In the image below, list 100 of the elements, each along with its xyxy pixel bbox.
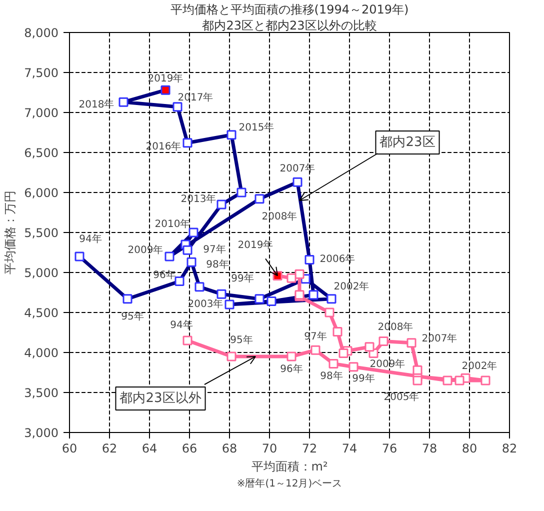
point bbox=[74, 252, 84, 262]
point bbox=[332, 326, 342, 336]
x-tick-label: 70 bbox=[262, 442, 278, 456]
annotation: 2005年 bbox=[384, 391, 420, 403]
point bbox=[194, 282, 204, 292]
annotation: 2008年 bbox=[262, 210, 298, 222]
point bbox=[160, 85, 170, 95]
annotation: 2013年 bbox=[180, 193, 216, 205]
point bbox=[406, 338, 416, 348]
y-tick-label: 5,000 bbox=[24, 266, 59, 280]
point bbox=[364, 342, 374, 352]
annotation: 99年 bbox=[352, 372, 375, 384]
annotation: 96年 bbox=[280, 363, 303, 375]
y-axis-title: 平均価格：万円 bbox=[3, 190, 18, 274]
x-tick-label: 74 bbox=[342, 442, 358, 456]
x-tick-label: 72 bbox=[302, 442, 318, 456]
point bbox=[412, 365, 422, 375]
annotation: 2009年 bbox=[128, 244, 164, 256]
annotation: 2002年 bbox=[462, 360, 498, 372]
point bbox=[182, 336, 192, 346]
point bbox=[378, 336, 388, 346]
point bbox=[338, 348, 348, 358]
y-tick-label: 6,500 bbox=[24, 146, 59, 160]
point bbox=[348, 362, 358, 372]
point bbox=[286, 352, 296, 362]
y-tick-label: 6,000 bbox=[24, 186, 59, 200]
point bbox=[304, 254, 314, 264]
annotation: 都内23区 bbox=[380, 135, 436, 150]
point bbox=[172, 102, 182, 112]
annotation: 2017年 bbox=[178, 91, 214, 104]
y-tick-label: 4,500 bbox=[24, 306, 59, 320]
y-tick-label: 7,500 bbox=[24, 66, 59, 80]
annotation: 2002年 bbox=[334, 280, 370, 292]
point bbox=[442, 376, 452, 386]
annotation: 99年 bbox=[231, 272, 254, 285]
point bbox=[412, 376, 422, 386]
annotation: 2010年 bbox=[154, 218, 190, 230]
y-tick-label: 3,000 bbox=[24, 426, 59, 440]
annotation: 94年 bbox=[170, 319, 193, 331]
point bbox=[324, 308, 334, 318]
point bbox=[326, 294, 336, 304]
annotation: 都内23区以外 bbox=[120, 391, 202, 406]
y-tick-label: 4,000 bbox=[24, 346, 59, 360]
y-tick-label: 8,000 bbox=[24, 26, 59, 40]
y-tick-label: 7,000 bbox=[24, 106, 59, 120]
x-tick-label: 68 bbox=[222, 442, 238, 456]
point bbox=[254, 194, 264, 204]
x-axis-title: 平均面積：m² bbox=[251, 460, 328, 474]
annotation: 2016年 bbox=[146, 140, 182, 152]
annotation: 98年 bbox=[320, 370, 343, 382]
x-tick-label: 66 bbox=[182, 442, 198, 456]
point bbox=[118, 97, 128, 107]
point bbox=[266, 296, 276, 306]
point bbox=[226, 352, 236, 362]
annotation: 98年 bbox=[206, 258, 229, 270]
point bbox=[216, 200, 226, 210]
annotation: 2006年 bbox=[320, 253, 356, 266]
x-tick-label: 76 bbox=[382, 442, 398, 456]
point bbox=[236, 188, 246, 198]
point bbox=[294, 269, 304, 279]
annotation: 2019年 bbox=[238, 239, 274, 252]
annotation: 96年 bbox=[153, 268, 176, 281]
x-tick-label: 62 bbox=[102, 442, 118, 456]
point bbox=[188, 228, 198, 238]
annotation: 2008年 bbox=[378, 320, 414, 333]
point bbox=[174, 276, 184, 286]
point bbox=[454, 376, 464, 386]
annotation: 2007年 bbox=[280, 162, 316, 175]
annotation: 95年 bbox=[230, 334, 253, 346]
y-tick-label: 3,500 bbox=[24, 386, 59, 400]
point bbox=[216, 289, 226, 299]
point bbox=[292, 177, 302, 187]
x-tick-label: 64 bbox=[142, 442, 158, 456]
annotation: 2015年 bbox=[238, 121, 274, 134]
point bbox=[254, 294, 264, 304]
x-tick-label: 80 bbox=[462, 442, 478, 456]
x-tick-label: 60 bbox=[62, 442, 78, 456]
annotation: 95年 bbox=[121, 310, 144, 322]
point bbox=[310, 345, 320, 355]
chart-subtitle: 都内23区と都内23区以外の比較 bbox=[202, 18, 377, 32]
point bbox=[122, 294, 132, 304]
point bbox=[224, 300, 234, 310]
annotation: 97年 bbox=[304, 330, 327, 343]
point bbox=[164, 252, 174, 262]
annotation: 2018年 bbox=[78, 98, 114, 111]
text: ※暦年(1～12月)ベース bbox=[236, 478, 342, 490]
y-tick-label: 5,500 bbox=[24, 226, 59, 240]
annotation: 2009年 bbox=[370, 358, 406, 370]
point bbox=[308, 290, 318, 300]
point bbox=[226, 130, 236, 140]
x-tick-label: 82 bbox=[502, 442, 518, 456]
annotation: 2007年 bbox=[422, 332, 458, 344]
point bbox=[182, 138, 192, 148]
point bbox=[182, 245, 192, 255]
annotation: 94年 bbox=[79, 233, 102, 245]
point bbox=[286, 273, 296, 283]
point bbox=[328, 358, 338, 368]
point bbox=[186, 257, 196, 267]
annotation: 2003年 bbox=[188, 298, 224, 310]
point bbox=[480, 376, 490, 386]
